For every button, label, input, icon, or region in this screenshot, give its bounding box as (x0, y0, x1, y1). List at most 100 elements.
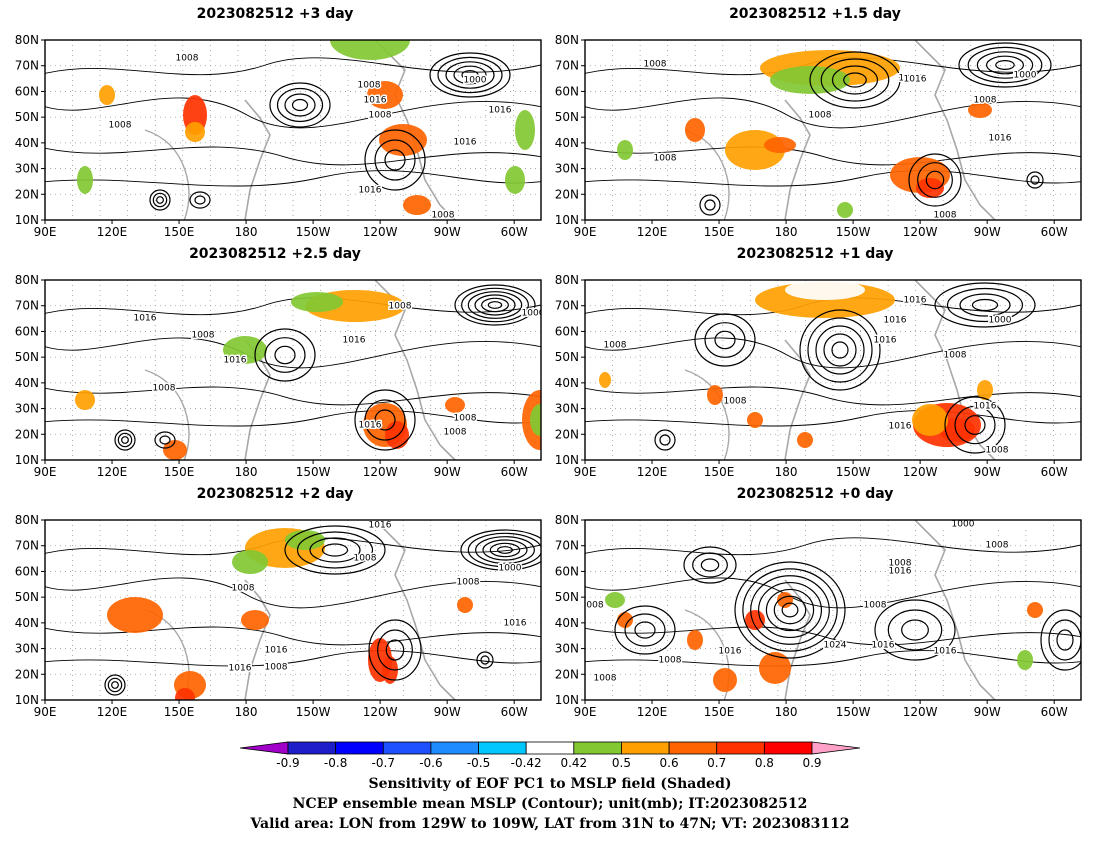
isobar-label: 1016 (364, 96, 387, 106)
shaded-area (837, 202, 853, 218)
colorbar-swatch (240, 741, 289, 755)
y-tick-label: 50N (555, 110, 579, 124)
isobar-label: 1016 (989, 134, 1012, 144)
x-tick-label: 150W (296, 465, 331, 479)
y-tick-label: 60N (15, 84, 39, 98)
x-tick-label: 150W (296, 705, 331, 719)
shaded-area (379, 124, 427, 156)
isobar-label: 1000 (499, 564, 522, 574)
shaded-area (1027, 602, 1043, 618)
shaded-area (223, 336, 267, 364)
isobar-label: 1008 (389, 302, 412, 312)
shaded-area (99, 85, 115, 105)
isobar-label: 1008 (864, 601, 887, 611)
isobar-label: 1008 (644, 60, 667, 70)
x-tick-label: 120E (97, 465, 128, 479)
shaded-area (713, 668, 737, 692)
isobar-label: 1016 (974, 402, 997, 412)
isobar-label: 1000 (1014, 71, 1037, 81)
y-tick-label: 10N (15, 453, 39, 467)
shaded-area (385, 421, 409, 449)
shaded-area (797, 432, 813, 448)
y-tick-label: 20N (555, 667, 579, 681)
y-tick-label: 60N (15, 564, 39, 578)
isobar-label: 1008 (354, 554, 377, 564)
isobar-label: 1008 (444, 428, 467, 438)
shaded-area (747, 412, 763, 428)
caption-line-2: NCEP ensemble mean MSLP (Contour); unit(… (292, 796, 808, 812)
x-tick-label: 120W (903, 465, 938, 479)
x-tick-label: 180 (775, 705, 798, 719)
y-tick-label: 70N (555, 539, 579, 553)
x-tick-label: 120E (637, 705, 668, 719)
isobar-label: 1016 (134, 314, 157, 324)
colorbar-swatch (430, 741, 479, 755)
shaded-area (935, 520, 1055, 530)
panel-title: 2023082512 +2 day (196, 486, 354, 502)
x-tick-label: 150E (704, 465, 735, 479)
plot-area: 1008 1016 1016 1008 1000 1016 1008 1008 1016 1016 (585, 280, 1081, 460)
x-tick-label: 120W (363, 225, 398, 239)
colorbar: -0.9 -0.8 -0.7 -0.6 -0.5 -0.42 0.42 0.5 0.6 0.7 0.… (240, 741, 860, 770)
colorbar-label: 0.9 (802, 756, 821, 770)
y-tick-label: 40N (555, 376, 579, 390)
x-tick-label: 150W (836, 705, 871, 719)
shaded-area (939, 418, 975, 442)
y-tick-label: 50N (15, 110, 39, 124)
x-tick-label: 90W (434, 225, 461, 239)
isobar-label: 1008 (265, 663, 288, 673)
x-tick-label: 180 (775, 465, 798, 479)
colorbar-swatch (525, 741, 575, 755)
panel-plus-2-day: 2023082512 +2 day 1016 1008 1008 1008 1000 10… (5, 486, 545, 726)
map-frame (584, 519, 1082, 701)
plot-area: 1016100810081008100010161016100810161016 (45, 520, 541, 700)
isobar-label: 1000 (952, 520, 975, 530)
shaded-area (530, 404, 541, 436)
isobar-label: 1016 (359, 186, 382, 196)
colorbar-label: -0.6 (419, 756, 442, 770)
isobar-label: 1008 (457, 578, 480, 588)
y-tick-label: 40N (15, 616, 39, 630)
y-tick-label: 20N (15, 187, 39, 201)
map-frame (584, 279, 1082, 461)
x-tick-label: 150W (296, 225, 331, 239)
colorbar-swatch (478, 741, 527, 755)
isobar-label: 1008 (654, 154, 677, 164)
map-plus-0-day: 1000100810081016100810161016102410161008… (545, 506, 1085, 722)
x-tick-label: 120W (903, 705, 938, 719)
colorbar-swatch (716, 741, 765, 755)
y-tick-label: 80N (15, 513, 39, 527)
y-tick-label: 60N (555, 564, 579, 578)
shaded-area (599, 372, 611, 388)
isobar-label: 1016 (889, 422, 912, 432)
x-tick-label: 90E (34, 705, 57, 719)
shaded-area (687, 630, 703, 650)
x-tick-label: 180 (235, 225, 258, 239)
x-tick-label: 150E (704, 225, 735, 239)
y-tick-label: 80N (15, 273, 39, 287)
isobar-label: 1016 (899, 74, 922, 84)
y-tick-label: 70N (15, 59, 39, 73)
x-tick-label: 60W (501, 705, 528, 719)
caption-line-1: Sensitivity of EOF PC1 to MSLP field (Sh… (368, 776, 732, 792)
panel-plus-2-5-day: 2023082512 +2.5 day 1016 1008 1016 1008 1000… (5, 246, 545, 486)
panel-title: 2023082512 +0 day (736, 486, 894, 502)
panel-plus-0-day: 2023082512 +0 day 1000 1008 1008 1016 1008 10… (545, 486, 1085, 726)
y-tick-label: 60N (555, 324, 579, 338)
isobar-label: 1008 (889, 559, 912, 569)
shaded-area (707, 385, 723, 405)
panel-title: 2023082512 +1 day (736, 246, 894, 262)
isobar-label: 1008 (724, 397, 747, 407)
colorbar-swatch (668, 741, 718, 755)
isobar-label: 1008 (369, 111, 392, 121)
y-tick-label: 30N (15, 162, 39, 176)
panel-title: 2023082512 +2.5 day (189, 246, 361, 262)
x-tick-label: 180 (235, 705, 258, 719)
shaded-area (912, 404, 948, 436)
colorbar-label: 0.8 (755, 756, 774, 770)
y-tick-label: 50N (15, 350, 39, 364)
y-tick-label: 40N (15, 136, 39, 150)
y-tick-label: 30N (555, 162, 579, 176)
x-tick-label: 90E (574, 705, 597, 719)
isobar-label: 1008 (176, 54, 199, 64)
